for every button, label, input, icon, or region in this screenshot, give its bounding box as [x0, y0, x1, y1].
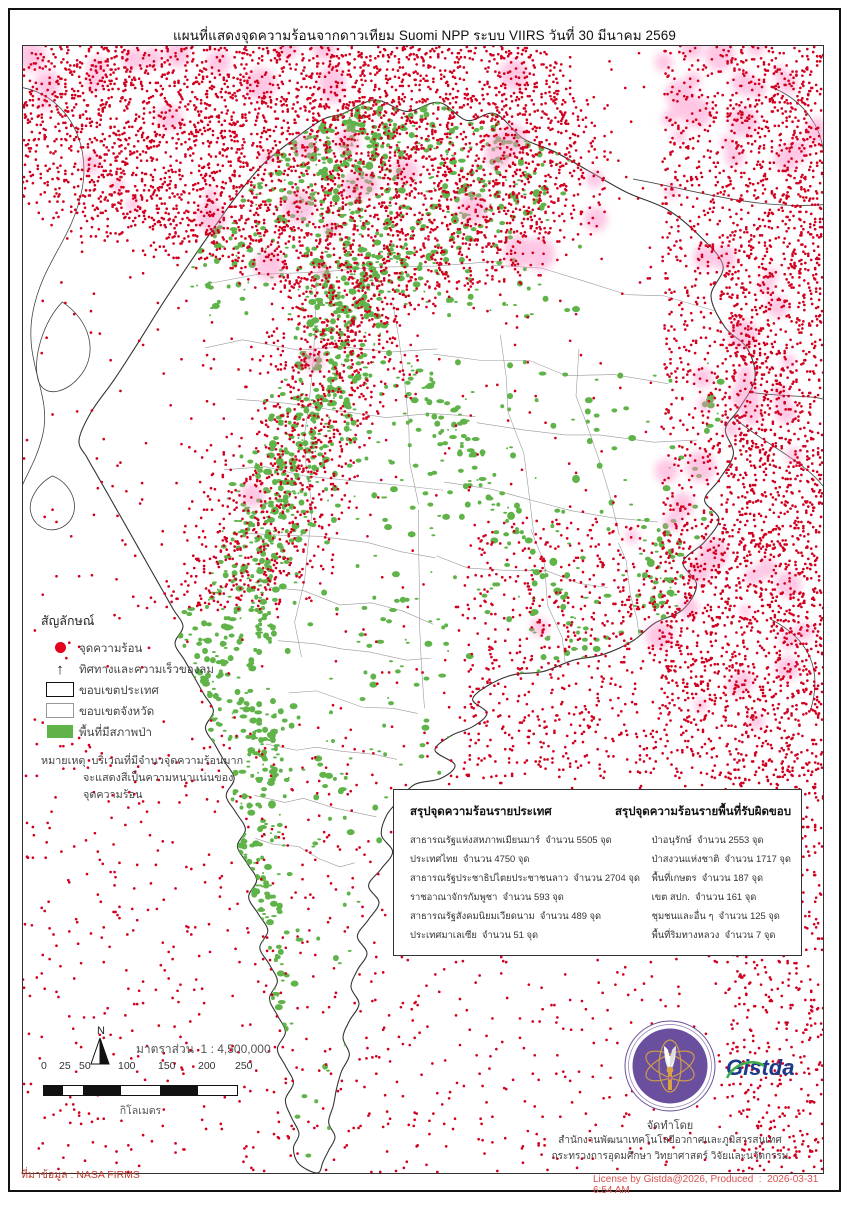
svg-text:N: N [97, 1025, 105, 1037]
